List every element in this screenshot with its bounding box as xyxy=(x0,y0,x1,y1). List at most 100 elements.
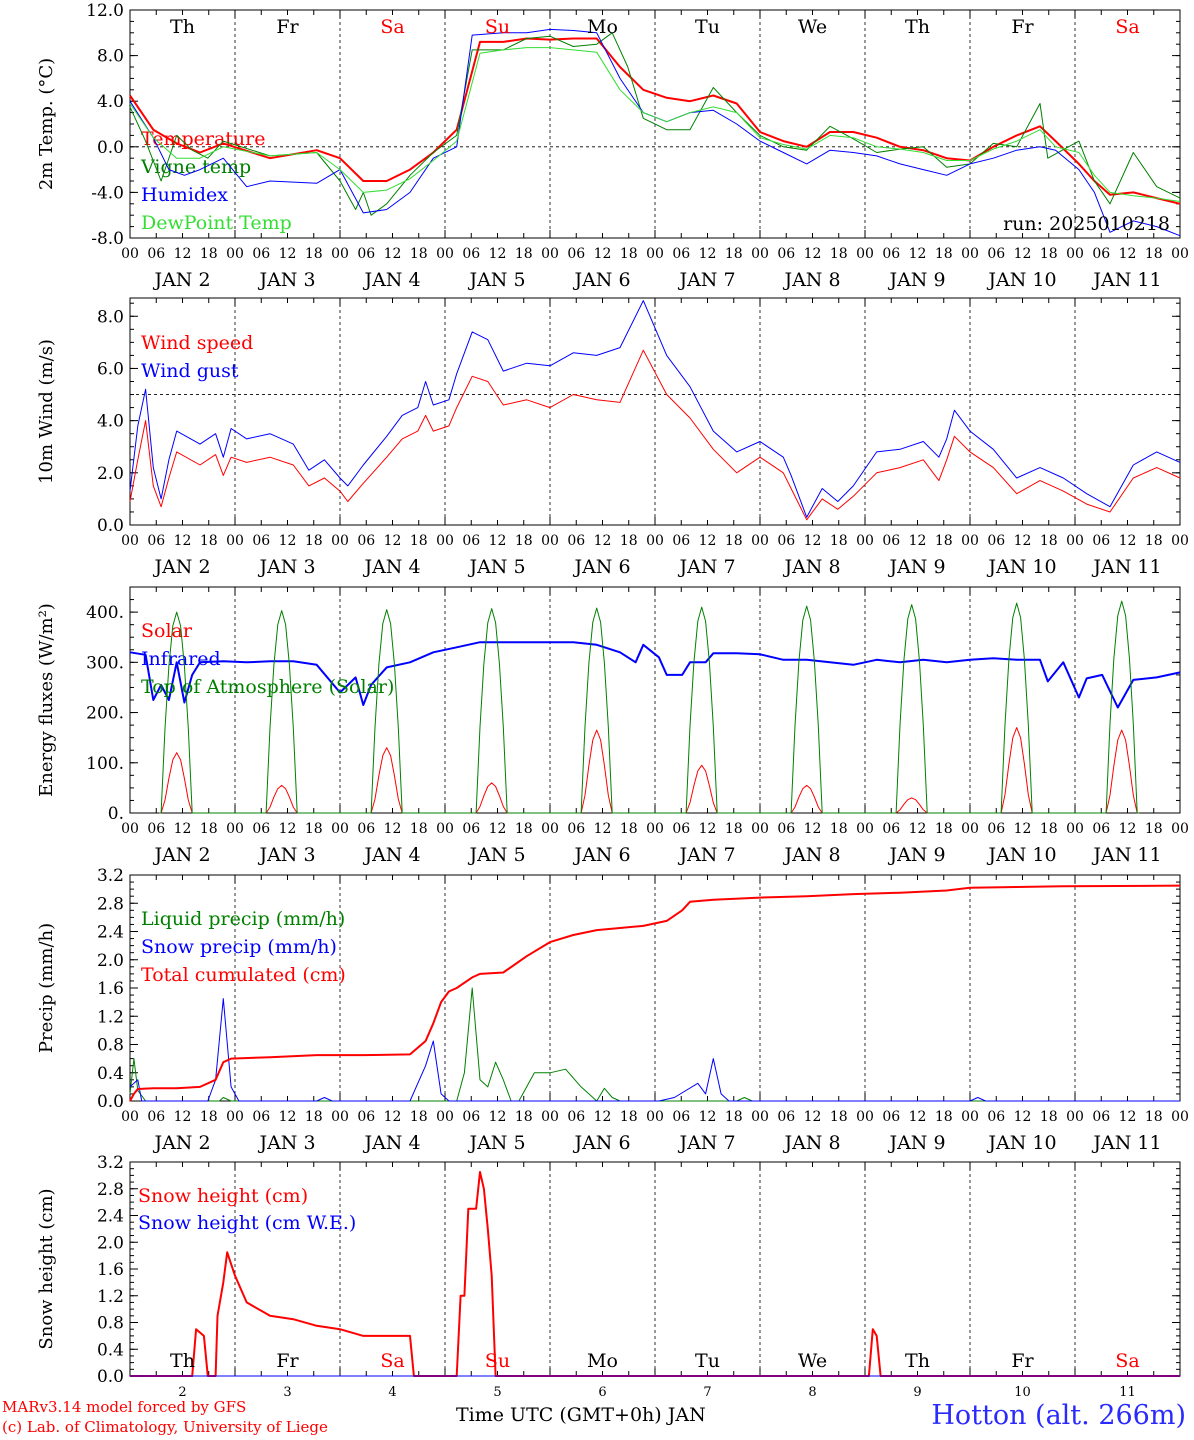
hour-tick-label: 18 xyxy=(935,1109,953,1125)
weekday-label: Fr xyxy=(1011,1350,1034,1372)
hour-tick-label: 18 xyxy=(1145,821,1163,837)
series-line-infrared xyxy=(129,641,1181,709)
y-tick-label: 8.0 xyxy=(97,47,124,67)
weekday-label: Sa xyxy=(380,16,404,38)
hour-tick-label: 00 xyxy=(226,246,244,262)
hour-tick-label: 00 xyxy=(121,533,139,549)
hour-tick-label: 00 xyxy=(226,821,244,837)
hour-tick-label: 18 xyxy=(200,1109,218,1125)
legend-entry: Snow precip (mm/h) xyxy=(141,936,337,958)
day-number-label: 10 xyxy=(1014,1385,1031,1400)
hour-tick-label: 00 xyxy=(646,246,664,262)
model-credit: MARv3.14 model forced by GFS xyxy=(2,1398,247,1416)
hour-tick-label: 00 xyxy=(541,246,559,262)
legend-entry: Total cumulated (cm) xyxy=(141,964,346,986)
hour-tick-label: 12 xyxy=(909,246,927,262)
day-date-label: JAN 9 xyxy=(887,844,945,866)
hour-tick-label: 06 xyxy=(252,1109,270,1125)
hour-tick-label: 06 xyxy=(777,246,795,262)
y-tick-label: -8.0 xyxy=(91,229,124,249)
hour-tick-label: 00 xyxy=(751,246,769,262)
hour-tick-label: 06 xyxy=(882,533,900,549)
day-date-label: JAN 11 xyxy=(1091,844,1161,866)
hour-tick-label: 18 xyxy=(725,821,743,837)
panel-snow: 3.2 2.8 2.4 2.0 1.6 1.2 0.8 0.4 0.0 Snow height (… xyxy=(36,1153,1181,1400)
hour-tick-label: 12 xyxy=(384,533,402,549)
hour-tick-label: 12 xyxy=(384,821,402,837)
hour-tick-label: 18 xyxy=(830,821,848,837)
day-date-label: JAN 6 xyxy=(572,556,630,578)
hour-tick-label: 18 xyxy=(1145,533,1163,549)
y-tick-label: 1.6 xyxy=(97,1260,124,1280)
hour-tick-label: 00 xyxy=(121,821,139,837)
hour-tick-label: 18 xyxy=(305,533,323,549)
weekday-label: Th xyxy=(170,1350,195,1372)
hour-tick-label: 06 xyxy=(987,246,1005,262)
hour-tick-label: 06 xyxy=(147,533,165,549)
y-tick-label: 4.0 xyxy=(97,92,124,112)
y-tick-label: 6.0 xyxy=(97,359,124,379)
y-axis-title: 10m Wind (m/s) xyxy=(36,339,57,484)
day-number-label: 8 xyxy=(808,1385,816,1400)
hour-tick-label: 18 xyxy=(830,246,848,262)
y-tick-label: 0.0 xyxy=(97,138,124,158)
hour-tick-label: 12 xyxy=(909,1109,927,1125)
series-line-wind-speed xyxy=(129,349,1181,521)
hour-tick-label: 00 xyxy=(121,246,139,262)
day-date-label: JAN 10 xyxy=(986,556,1056,578)
weekday-label: Su xyxy=(485,16,510,38)
legend-entry: Infrared xyxy=(141,648,221,670)
hour-tick-label: 18 xyxy=(305,821,323,837)
y-tick-label: 0.8 xyxy=(97,1036,124,1056)
hour-tick-label: 18 xyxy=(1040,533,1058,549)
y-tick-label: 3.2 xyxy=(97,866,124,886)
hour-tick-label: 18 xyxy=(200,533,218,549)
hour-tick-label: 18 xyxy=(515,533,533,549)
hour-tick-label: 18 xyxy=(725,533,743,549)
hour-tick-label: 18 xyxy=(620,246,638,262)
y-tick-label: 0.0 xyxy=(97,516,124,536)
hour-tick-label: 12 xyxy=(594,533,612,549)
hour-tick-label: 18 xyxy=(410,533,428,549)
hour-tick-label: 12 xyxy=(594,246,612,262)
hour-tick-label: 12 xyxy=(909,821,927,837)
y-tick-label: 4.0 xyxy=(97,412,124,432)
hour-tick-label: 12 xyxy=(594,1109,612,1125)
day-date-label: JAN 2 xyxy=(152,556,210,578)
hour-tick-label: 06 xyxy=(252,533,270,549)
hour-tick-label: 00 xyxy=(646,1109,664,1125)
hour-tick-label: 06 xyxy=(672,246,690,262)
hour-tick-label: 12 xyxy=(699,246,717,262)
day-date-label: JAN 6 xyxy=(572,1132,630,1154)
day-date-label: JAN 5 xyxy=(467,556,525,578)
hour-tick-label: 00 xyxy=(961,246,979,262)
hour-tick-label: 00 xyxy=(226,1109,244,1125)
weekday-label: Fr xyxy=(276,1350,299,1372)
day-date-label: JAN 4 xyxy=(362,1132,420,1154)
day-date-label: JAN 4 xyxy=(362,556,420,578)
hour-tick-label: 12 xyxy=(594,821,612,837)
hour-tick-label: 00 xyxy=(1171,1109,1189,1125)
hour-tick-label: 00 xyxy=(856,533,874,549)
day-date-label: JAN 2 xyxy=(152,269,210,291)
series-line-total-cumulated-cm- xyxy=(129,884,1181,1102)
day-date-label: JAN 3 xyxy=(257,1132,315,1154)
day-number-label: 3 xyxy=(283,1385,291,1400)
hour-tick-label: 06 xyxy=(357,1109,375,1125)
hour-tick-label: 06 xyxy=(1092,821,1110,837)
hour-tick-label: 18 xyxy=(620,1109,638,1125)
hour-tick-label: 18 xyxy=(935,246,953,262)
weekday-label: Fr xyxy=(276,16,299,38)
hour-tick-label: 00 xyxy=(1066,821,1084,837)
hour-tick-label: 18 xyxy=(1040,821,1058,837)
hour-tick-label: 00 xyxy=(961,533,979,549)
legend-entry: Top of Atmosphere (Solar) xyxy=(141,676,394,698)
hour-tick-label: 18 xyxy=(935,821,953,837)
y-tick-label: 2.0 xyxy=(97,464,124,484)
hour-tick-label: 12 xyxy=(489,1109,507,1125)
y-tick-label: 0.4 xyxy=(97,1340,124,1360)
y-tick-label: 0.0 xyxy=(97,1367,124,1387)
hour-tick-label: 06 xyxy=(252,821,270,837)
y-tick-label: 2.4 xyxy=(97,923,124,943)
